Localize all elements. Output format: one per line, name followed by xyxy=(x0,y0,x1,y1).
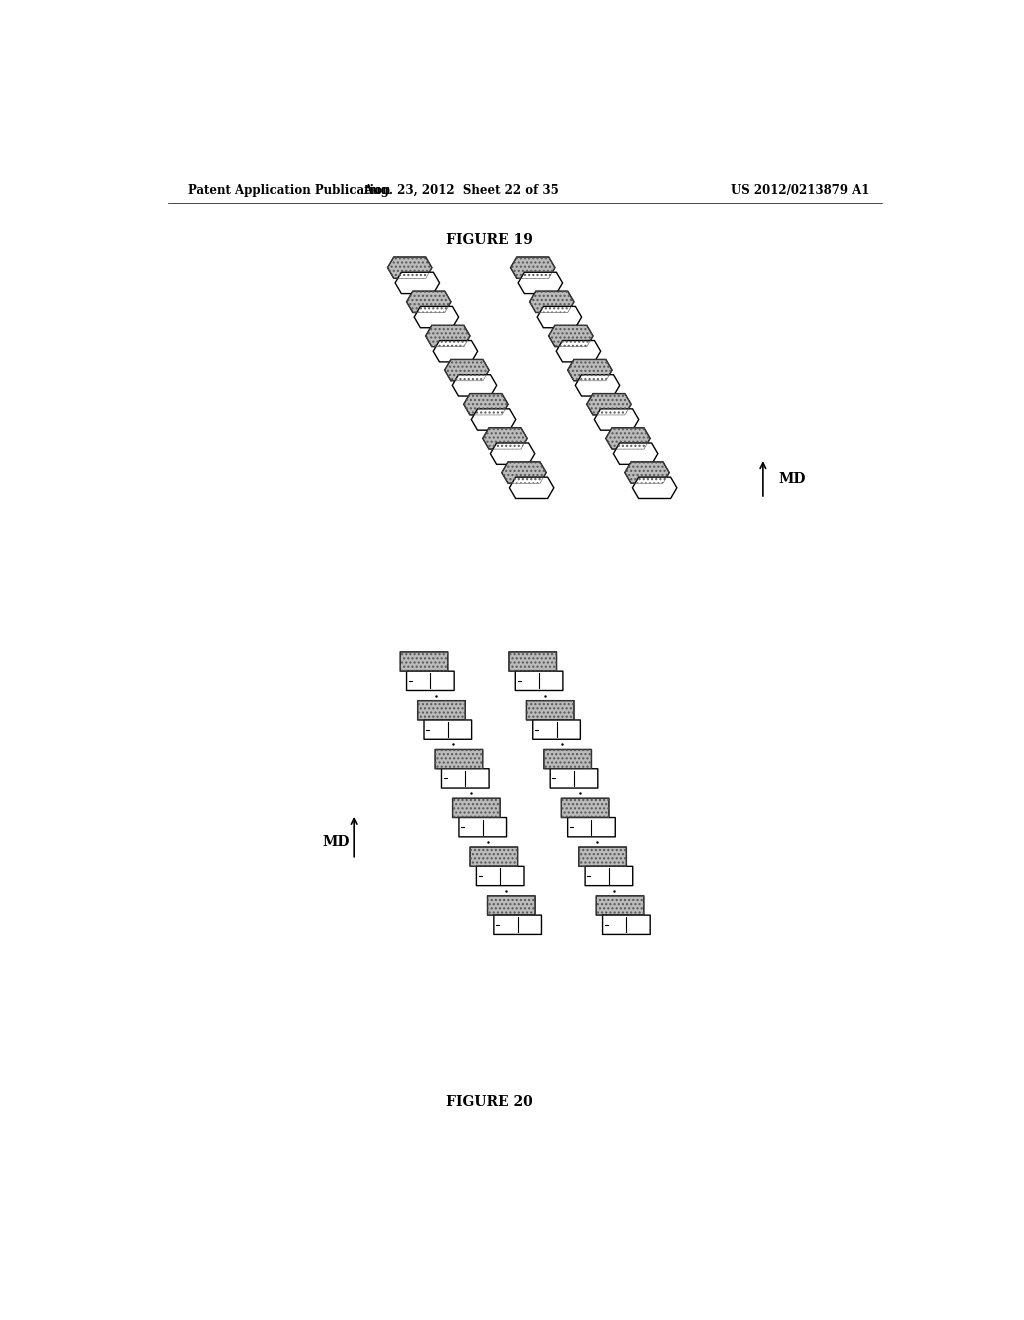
Polygon shape xyxy=(625,462,670,483)
Polygon shape xyxy=(426,325,470,347)
Text: Patent Application Publication: Patent Application Publication xyxy=(187,185,390,198)
Polygon shape xyxy=(407,292,451,313)
Polygon shape xyxy=(567,359,612,380)
Polygon shape xyxy=(518,272,562,293)
Polygon shape xyxy=(464,393,508,414)
Polygon shape xyxy=(575,375,620,396)
FancyBboxPatch shape xyxy=(550,768,598,788)
Polygon shape xyxy=(529,292,574,313)
Text: FIGURE 19: FIGURE 19 xyxy=(445,232,532,247)
FancyBboxPatch shape xyxy=(515,671,563,690)
FancyBboxPatch shape xyxy=(418,701,465,719)
Polygon shape xyxy=(613,444,657,465)
FancyBboxPatch shape xyxy=(579,847,627,866)
FancyBboxPatch shape xyxy=(509,652,557,671)
Polygon shape xyxy=(433,341,477,362)
FancyBboxPatch shape xyxy=(526,701,574,719)
FancyBboxPatch shape xyxy=(532,719,581,739)
Text: FIGURE 20: FIGURE 20 xyxy=(445,1094,532,1109)
FancyBboxPatch shape xyxy=(494,915,542,935)
Polygon shape xyxy=(453,375,497,396)
Text: MD: MD xyxy=(323,836,350,849)
FancyBboxPatch shape xyxy=(400,652,447,671)
FancyBboxPatch shape xyxy=(470,847,518,866)
FancyBboxPatch shape xyxy=(544,750,592,768)
Polygon shape xyxy=(444,359,489,380)
Polygon shape xyxy=(490,444,535,465)
FancyBboxPatch shape xyxy=(453,799,500,817)
FancyBboxPatch shape xyxy=(441,768,489,788)
Polygon shape xyxy=(482,428,527,449)
Text: US 2012/0213879 A1: US 2012/0213879 A1 xyxy=(731,185,869,198)
FancyBboxPatch shape xyxy=(435,750,482,768)
Polygon shape xyxy=(502,462,546,483)
FancyBboxPatch shape xyxy=(459,817,507,837)
Polygon shape xyxy=(471,409,516,430)
Polygon shape xyxy=(511,257,555,279)
Polygon shape xyxy=(387,257,432,279)
Polygon shape xyxy=(633,477,677,499)
FancyBboxPatch shape xyxy=(476,866,524,886)
FancyBboxPatch shape xyxy=(567,817,615,837)
Polygon shape xyxy=(556,341,601,362)
FancyBboxPatch shape xyxy=(407,671,455,690)
Polygon shape xyxy=(414,306,459,327)
FancyBboxPatch shape xyxy=(596,896,644,915)
FancyBboxPatch shape xyxy=(561,799,609,817)
Text: Aug. 23, 2012  Sheet 22 of 35: Aug. 23, 2012 Sheet 22 of 35 xyxy=(364,185,559,198)
FancyBboxPatch shape xyxy=(424,719,472,739)
FancyBboxPatch shape xyxy=(487,896,536,915)
Polygon shape xyxy=(509,477,554,499)
FancyBboxPatch shape xyxy=(585,866,633,886)
Polygon shape xyxy=(594,409,639,430)
FancyBboxPatch shape xyxy=(602,915,650,935)
Polygon shape xyxy=(538,306,582,327)
Polygon shape xyxy=(549,325,593,347)
Polygon shape xyxy=(587,393,631,414)
Text: MD: MD xyxy=(779,471,806,486)
Polygon shape xyxy=(606,428,650,449)
Polygon shape xyxy=(395,272,439,293)
